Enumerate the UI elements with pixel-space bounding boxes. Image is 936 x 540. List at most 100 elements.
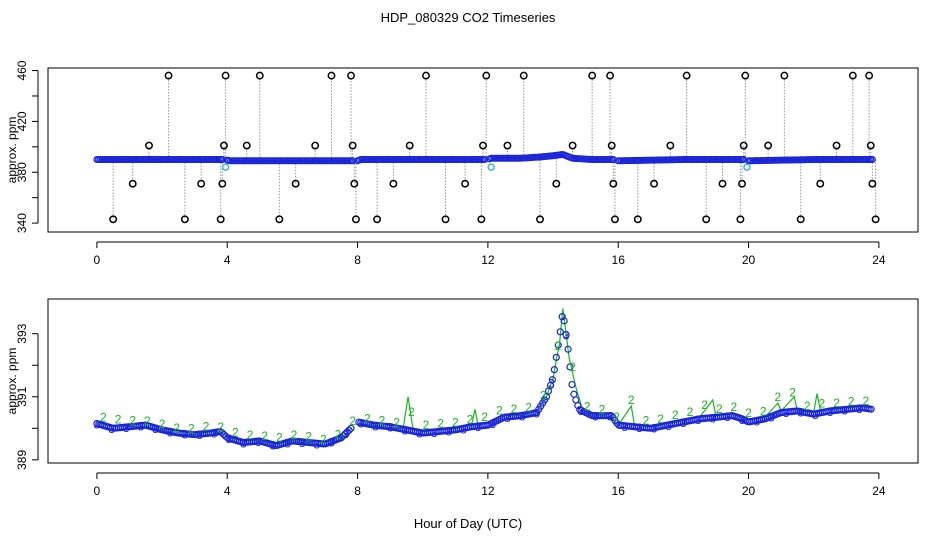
series-2-marker: 2: [555, 339, 562, 353]
series-3-marker: 3: [123, 421, 130, 435]
calibration-point: [311, 141, 320, 150]
series-2-marker: 2: [584, 400, 591, 414]
x-tick-label: 16: [612, 484, 626, 498]
series-3-marker: 3: [783, 406, 790, 420]
series-3-point: [341, 430, 349, 438]
x-tick-label: 0: [94, 484, 101, 498]
series-2-marker: 2: [423, 418, 430, 432]
calibration-point: [607, 141, 616, 150]
series-3-point: [345, 426, 353, 434]
calibration-point: [832, 141, 841, 150]
calibration-point: [441, 215, 450, 224]
x-tick-label: 24: [872, 484, 886, 498]
series-3-marker: 3: [665, 419, 672, 433]
calibration-point: [738, 179, 746, 188]
calibration-point: [275, 215, 284, 224]
calibration-point: [291, 179, 300, 188]
series-3-marker: 3: [167, 425, 174, 439]
calibration-point: [221, 71, 230, 80]
x-tick-label: 12: [481, 253, 495, 267]
y-tick-label: 420: [15, 111, 29, 131]
calibration-point: [536, 215, 544, 224]
series-3-marker: 3: [328, 436, 335, 450]
calibration-point: [650, 179, 659, 188]
series-3-point: [574, 402, 582, 410]
calibration-point: [218, 179, 227, 188]
series-3-marker: 3: [636, 421, 643, 435]
calibration-point: [327, 71, 336, 80]
calibration-point: [736, 215, 745, 224]
calibration-point: [479, 141, 487, 150]
series-2-marker: 2: [349, 414, 356, 428]
series-2-marker: 2: [672, 408, 679, 422]
baseline-point: [218, 156, 226, 164]
series-3-marker: 3: [709, 412, 716, 426]
series-2-marker: 2: [188, 422, 195, 436]
calibration-point: [482, 71, 491, 80]
series-2-marker: 2: [203, 419, 210, 433]
series-3-marker: 3: [152, 422, 159, 436]
x-tick-label: 4: [224, 484, 231, 498]
series-3-marker: 3: [445, 425, 452, 439]
series-3-marker: 3: [460, 422, 467, 436]
series-3-marker: 3: [827, 405, 834, 419]
series-3-marker: 3: [621, 420, 628, 434]
calibration-point: [588, 71, 597, 80]
series-3-point: [560, 317, 568, 325]
calibration-point: [347, 71, 355, 80]
calibration-point: [461, 179, 470, 188]
series-2-marker: 2: [452, 415, 459, 429]
baseline-point: [349, 157, 357, 165]
calibration-point: [373, 215, 382, 224]
calibration-point: [816, 179, 825, 188]
series-2-marker: 2: [540, 389, 547, 403]
series-2-marker: 2: [379, 414, 386, 428]
calibration-point: [702, 215, 711, 224]
calibration-point: [220, 141, 228, 150]
series-2-marker: 2: [232, 426, 239, 440]
calibration-point: [405, 141, 414, 150]
series-2-marker: 2: [247, 428, 254, 442]
x-tick-label: 24: [872, 253, 886, 267]
plot-frame: [47, 298, 919, 464]
series-2-marker: 2: [364, 412, 371, 426]
series-2-marker: 2: [291, 428, 298, 442]
series-2-marker: 2: [217, 420, 224, 434]
series-3-marker: 3: [724, 410, 731, 424]
series-3-marker: 3: [812, 408, 819, 422]
series-2-marker: 2: [643, 413, 650, 427]
top-panel: 0 4 8 12 16 20 24 340 380 420 460 approx. ppm: [5, 60, 919, 267]
x-axis-label: Hour of Day (UTC): [414, 516, 522, 531]
series-3-marker: 3: [607, 410, 614, 424]
series-3-point: [568, 380, 576, 389]
series-2-marker: 2: [100, 410, 107, 424]
calibration-point: [216, 215, 225, 224]
series-3-point: [222, 432, 230, 441]
calibration-point: [389, 179, 398, 188]
figure-title: HDP_080329 CO2 Timeseries: [381, 10, 556, 25]
x-tick-label: 12: [481, 484, 495, 498]
x-tick-label: 20: [742, 484, 756, 498]
y-tick-label: 393: [15, 323, 29, 343]
calibration-point: [145, 141, 153, 150]
y-tick-label: 340: [15, 213, 29, 233]
calibration-point: [718, 179, 727, 188]
calibration-point: [503, 141, 512, 150]
calibration-point: [780, 71, 789, 80]
series-3-marker: 3: [240, 437, 247, 451]
series-2-marker: 2: [129, 414, 136, 428]
series-2-marker: 2: [393, 415, 400, 429]
y-axis-label: approx. ppm: [5, 117, 19, 184]
series-2-marker: 2: [687, 405, 694, 419]
series-3-marker: 3: [284, 436, 291, 450]
series-2-marker: 2: [261, 429, 268, 443]
series-2-marker: 2: [335, 428, 342, 442]
series-3-marker: 3: [753, 414, 760, 428]
series-2-marker: 2: [496, 403, 503, 417]
calibration-point: [477, 215, 486, 224]
x-tick-label: 0: [94, 253, 101, 267]
series-2-marker: 2: [599, 403, 606, 417]
